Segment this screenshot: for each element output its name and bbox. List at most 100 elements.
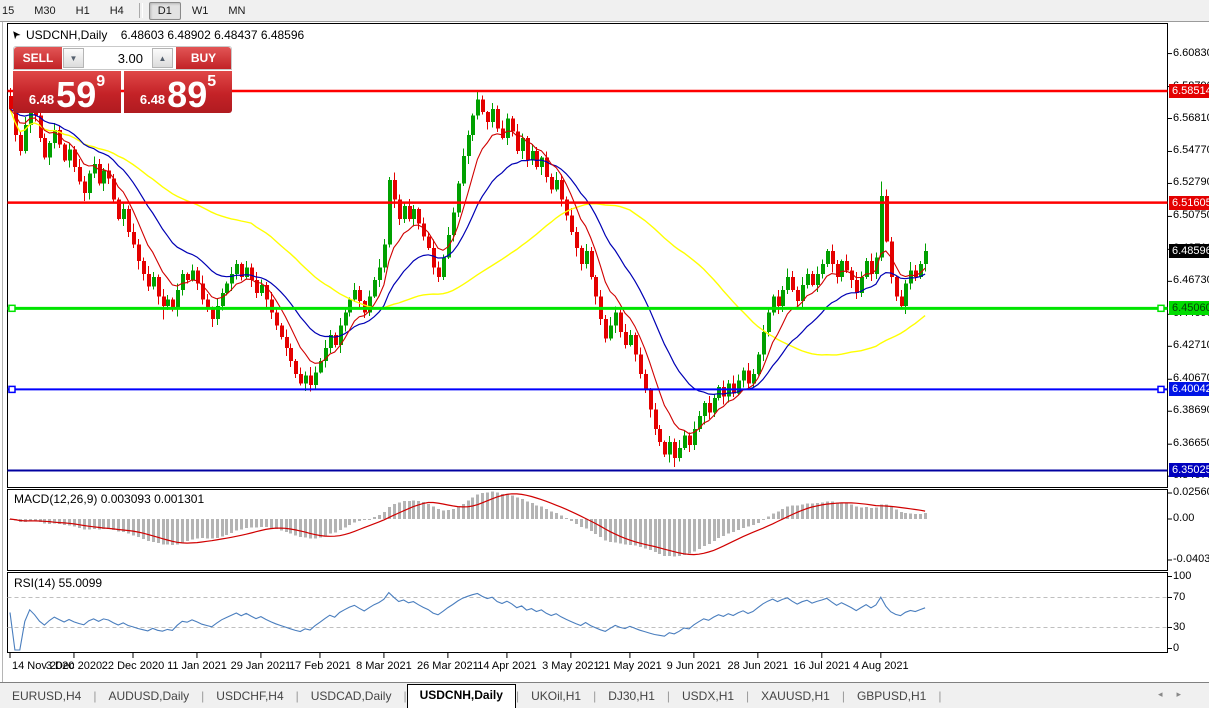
toolbar-separator: [138, 3, 143, 18]
timeframe-button-15[interactable]: 15: [2, 4, 15, 17]
one-click-trading-panel: SELL ▼ ▲ BUY 6.48 59 9 6.48 89 5: [13, 46, 232, 113]
price-tick-6.50750: 6.50750: [1173, 209, 1209, 222]
macd-signal-line: [9, 493, 926, 556]
volume-input[interactable]: [85, 47, 151, 69]
price-badge-6.51605: 6.51605: [1169, 195, 1209, 210]
tab-separator: |: [515, 689, 520, 703]
chart-tab-eurusd-h4[interactable]: EURUSD,H4: [12, 689, 82, 703]
price-tick-6.40670: 6.40670: [1173, 372, 1209, 385]
sell-price-big: 59: [56, 74, 97, 115]
current-price-badge: 6.48596: [1169, 244, 1209, 259]
rsi-axis-100: 100: [1173, 569, 1192, 582]
date-label-22-Dec-2020: 22 Dec 2020: [101, 660, 165, 672]
chart-symbol-period: USDCNH,Daily: [26, 28, 108, 42]
chart-tab-gbpusd-h1[interactable]: GBPUSD,H1: [856, 689, 927, 703]
timeframe-button-d1[interactable]: D1: [148, 1, 181, 20]
price-tick-6.60830: 6.60830: [1173, 46, 1209, 59]
price-tick-6.46730: 6.46730: [1173, 274, 1209, 287]
tab-separator: |: [403, 689, 407, 703]
date-label-29-Jan-2021: 29 Jan 2021: [230, 660, 292, 672]
chart-title: USDCNH,Daily 6.48603 6.48902 6.48437 6.4…: [26, 28, 304, 42]
tab-scroll-arrows[interactable]: ◂▸: [1157, 689, 1195, 699]
hline-handle: [8, 385, 16, 394]
hline-6.45060[interactable]: [7, 304, 1168, 313]
chart-ohlc-values: 6.48603 6.48902 6.48437 6.48596: [120, 28, 305, 42]
sell-price-prefix: 6.48: [28, 92, 55, 107]
chart-tab-audusd-daily[interactable]: AUDUSD,Daily: [108, 689, 190, 703]
macd-axis-0.00: 0.00: [1173, 512, 1195, 524]
chart-tab-xauusd-h1[interactable]: XAUUSD,H1: [761, 689, 830, 703]
spinner-up-icon: ▲: [158, 53, 167, 63]
buy-price-prefix: 6.48: [139, 92, 166, 107]
price-badge-6.58514: 6.58514: [1169, 83, 1209, 98]
timeframe-toolbar: 15 M30 H1 H4 D1 W1 MN: [0, 0, 1209, 22]
price-badge-6.35025: 6.35025: [1169, 463, 1209, 478]
hline-6.40042[interactable]: [7, 385, 1168, 394]
date-label-16-Jul-2021: 16 Jul 2021: [793, 660, 851, 672]
ma-fast-line: [9, 108, 926, 435]
chart-tab-dj30-h1[interactable]: DJ30,H1: [608, 689, 655, 703]
spinner-down-icon: ▼: [69, 53, 78, 63]
sell-button[interactable]: SELL: [14, 47, 62, 69]
buy-price-big: 89: [167, 74, 208, 115]
chart-tab-bar: EURUSD,H4 | AUDUSD,Daily | USDCHF,H4 | USDCAD,…: [0, 682, 1209, 708]
price-tick-6.52790: 6.52790: [1173, 176, 1209, 189]
timeframe-button-h4[interactable]: H4: [109, 4, 124, 17]
date-label-9-Jun-2021: 9 Jun 2021: [666, 660, 722, 672]
buy-price-display[interactable]: 6.48 89 5: [124, 71, 232, 113]
timeframe-button-h1[interactable]: H1: [75, 4, 90, 17]
date-label-26-Mar-2021: 26 Mar 2021: [416, 660, 479, 672]
date-label-17-Feb-2021: 17 Feb 2021: [289, 660, 351, 672]
chart-tab-usdx-h1[interactable]: USDX,H1: [682, 689, 735, 703]
date-label-8-Mar-2021: 8 Mar 2021: [356, 660, 412, 672]
price-badge-6.45060: 6.45060: [1169, 301, 1209, 316]
buy-button[interactable]: BUY: [176, 47, 231, 69]
date-label-14-Apr-2021: 14 Apr 2021: [477, 660, 537, 672]
date-label-14-Nov-2020: 14 Nov 2020: [12, 660, 75, 672]
ma-slow-line: [9, 108, 926, 356]
rsi-pane: [7, 572, 1168, 653]
date-label-21-May-2021: 21 May 2021: [598, 660, 662, 672]
order-controls-row: SELL ▼ ▲ BUY: [13, 46, 232, 70]
hline-handle: [8, 304, 16, 313]
date-label-28-Jun-2021: 28 Jun 2021: [727, 660, 789, 672]
hline-handle: [1157, 385, 1165, 394]
rsi-axis-0: 0: [1173, 641, 1180, 654]
chart-tab-usdchf-h4[interactable]: USDCHF,H4: [216, 689, 284, 703]
tab-separator: |: [93, 689, 97, 703]
rsi-axis-70: 70: [1173, 590, 1186, 603]
tab-separator: |: [593, 689, 597, 703]
buy-price-sup: 5: [207, 73, 217, 90]
macd-pane: [7, 489, 1168, 571]
date-label-4-Aug-2021: 4 Aug 2021: [852, 660, 909, 672]
chart-tab-ukoil-h1[interactable]: UKOil,H1: [531, 689, 582, 703]
timeframe-button-w1[interactable]: W1: [191, 4, 209, 17]
timeframe-button-mn[interactable]: MN: [228, 4, 246, 17]
order-prices-row: 6.48 59 9 6.48 89 5: [13, 71, 232, 113]
sell-price-sup: 9: [96, 73, 106, 90]
tab-separator: |: [295, 689, 299, 703]
tab-separator: |: [201, 689, 205, 703]
tab-separator: |: [841, 689, 845, 703]
price-tick-6.36650: 6.36650: [1173, 437, 1209, 450]
rsi-axis-30: 30: [1173, 620, 1186, 633]
tab-separator: |: [938, 689, 942, 703]
hline-handle: [1157, 304, 1165, 313]
ma-mid-line: [9, 108, 926, 396]
chart-tab-usdcnh-daily[interactable]: USDCNH,Daily: [406, 684, 516, 708]
chart-tab-usdcad-daily[interactable]: USDCAD,Daily: [310, 689, 392, 703]
price-tick-6.38690: 6.38690: [1173, 404, 1209, 417]
rsi-line: [9, 591, 926, 651]
macd-axis--0.04038: -0.04038: [1173, 553, 1209, 565]
macd-label: MACD(12,26,9) 0.003093 0.001301: [14, 492, 205, 506]
sell-price-display[interactable]: 6.48 59 9: [13, 71, 121, 113]
date-label-3-May-2021: 3 May 2021: [542, 660, 600, 672]
volume-increase-button[interactable]: ▲: [152, 48, 173, 68]
rsi-label: RSI(14) 55.0099: [14, 576, 103, 590]
candlestick-series: [9, 87, 928, 467]
macd-axis-0.025609: 0.025609: [1173, 485, 1209, 498]
price-badge-6.40042: 6.40042: [1169, 382, 1209, 397]
tab-separator: |: [666, 689, 671, 703]
timeframe-button-m30[interactable]: M30: [34, 4, 56, 17]
volume-decrease-button[interactable]: ▼: [63, 48, 84, 68]
